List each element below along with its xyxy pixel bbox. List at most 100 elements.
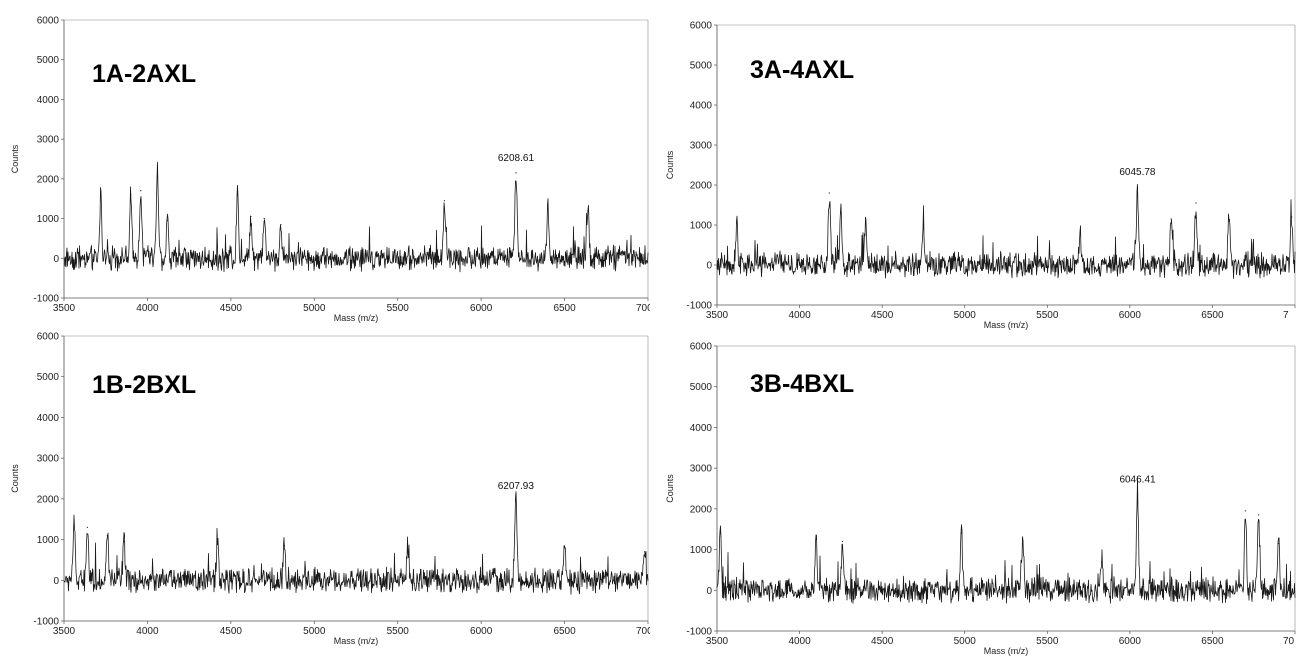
peak-point xyxy=(563,547,566,549)
peak-point xyxy=(1195,202,1197,204)
y-tick-label: 5000 xyxy=(37,55,60,66)
y-tick-label: 3000 xyxy=(37,454,60,465)
x-tick-label: 6500 xyxy=(553,303,576,314)
x-tick-label: 5000 xyxy=(954,310,977,321)
y-tick-label: 3000 xyxy=(690,464,713,475)
x-tick-label: 7000 xyxy=(636,303,650,314)
y-tick-label: 4000 xyxy=(690,101,713,112)
y-tick-label: 1000 xyxy=(37,535,60,546)
peak-point xyxy=(1277,542,1280,545)
peak-point xyxy=(515,500,517,502)
peak-point xyxy=(1021,538,1024,540)
peak-annotation: 6208.61 xyxy=(498,153,535,164)
peak-point xyxy=(1136,494,1139,496)
peak-point xyxy=(86,526,88,528)
spectrum-trace xyxy=(64,491,649,595)
peak-point xyxy=(515,172,517,174)
x-tick-label: 6000 xyxy=(470,626,493,637)
y-tick-label: 1000 xyxy=(690,221,713,232)
x-tick-label: 4500 xyxy=(871,310,894,321)
y-tick-label: 4000 xyxy=(37,413,60,424)
x-tick-label: 70 xyxy=(1283,636,1295,647)
x-tick-label: 5000 xyxy=(303,303,326,314)
x-tick-label: 6500 xyxy=(1201,636,1224,647)
mass-spectrum-chart: -1000 0 1000 2000 3000 4000 5000 6000 3500 4000 45… xyxy=(10,16,650,324)
y-tick-label: -1000 xyxy=(686,627,712,638)
x-tick-label: 5500 xyxy=(1036,310,1059,321)
peak-point xyxy=(1136,186,1139,188)
mass-spectrum-chart: -1000 0 1000 2000 3000 4000 5000 6000 3500 4000 45… xyxy=(10,332,650,647)
x-tick-label: 6500 xyxy=(553,626,576,637)
x-tick-label: 5500 xyxy=(1036,636,1059,647)
y-tick-label: 4000 xyxy=(37,95,60,106)
peak-point xyxy=(840,212,842,214)
y-tick-label: 4000 xyxy=(690,423,713,434)
panel-title: 1B-2BXL xyxy=(92,371,196,399)
spectrum-trace xyxy=(716,183,1296,279)
chart-panel: -1000 0 1000 2000 3000 4000 5000 6000 3500 4000 45… xyxy=(655,340,1297,657)
peak-point xyxy=(736,222,738,224)
y-axis-label: Counts xyxy=(665,150,675,179)
y-tick-label: 1000 xyxy=(37,214,60,225)
mass-spectrum-chart: -1000 0 1000 2000 3000 4000 5000 6000 3500 4000 45… xyxy=(665,342,1296,656)
peak-point xyxy=(263,217,265,220)
x-axis-label: Mass (m/z) xyxy=(334,313,379,323)
x-tick-label: 4500 xyxy=(871,636,894,647)
x-tick-label: 5000 xyxy=(303,626,326,637)
x-tick-label: 4500 xyxy=(220,626,243,637)
y-axis-label: Counts xyxy=(10,144,20,173)
peak-annotation: 6046.41 xyxy=(1119,475,1156,486)
x-tick-label: 6000 xyxy=(470,303,493,314)
y-tick-label: -1000 xyxy=(33,617,59,628)
peak-point xyxy=(841,540,844,543)
x-tick-label: 5500 xyxy=(387,626,410,637)
spectrum-trace xyxy=(63,161,649,273)
peak-point xyxy=(283,545,285,547)
chart-panel: -1000 0 1000 2000 3000 4000 5000 6000 3500 4000 45… xyxy=(655,0,1297,340)
peak-point xyxy=(1079,232,1081,234)
x-axis-label: Mass (m/z) xyxy=(984,646,1029,656)
x-tick-label: 3500 xyxy=(706,310,729,321)
peak-point xyxy=(280,223,282,226)
peak-point xyxy=(130,194,132,196)
mass-spectrum-chart: -1000 0 1000 2000 3000 4000 5000 6000 3500 4000 45… xyxy=(665,21,1296,330)
peak-point xyxy=(1258,514,1260,516)
x-tick-label: 4000 xyxy=(788,310,811,321)
peak-point xyxy=(443,200,446,202)
x-tick-label: 3500 xyxy=(53,626,76,637)
x-tick-label: 6000 xyxy=(1119,636,1142,647)
peak-point xyxy=(644,551,646,553)
peak-point xyxy=(166,219,169,222)
y-tick-label: 3000 xyxy=(37,135,60,146)
peak-annotation: 6207.93 xyxy=(498,481,535,492)
x-tick-label: 4500 xyxy=(220,303,243,314)
x-axis-label: Mass (m/z) xyxy=(334,636,379,646)
peak-point xyxy=(407,549,409,551)
peak-point xyxy=(1291,216,1293,218)
panel-title: 3B-4BXL xyxy=(750,370,854,398)
peak-point xyxy=(587,210,589,212)
y-tick-label: 0 xyxy=(53,254,59,265)
x-axis-label: Mass (m/z) xyxy=(984,320,1029,330)
peak-point xyxy=(719,532,721,534)
peak-point xyxy=(73,524,75,526)
y-tick-label: 5000 xyxy=(690,61,713,72)
peak-point xyxy=(960,532,963,534)
x-tick-label: 4000 xyxy=(136,626,159,637)
peak-point xyxy=(250,215,252,218)
y-tick-label: 0 xyxy=(706,586,712,597)
peak-point xyxy=(1228,220,1230,222)
peak-point xyxy=(100,196,102,198)
peak-point xyxy=(547,204,549,206)
peak-point xyxy=(156,166,159,168)
chart-panel: -1000 0 1000 2000 3000 4000 5000 6000 3500 4000 45… xyxy=(0,330,650,657)
peak-point xyxy=(815,538,817,540)
y-axis-label: Counts xyxy=(665,474,675,503)
peak-point xyxy=(1101,561,1103,563)
y-tick-label: 2000 xyxy=(690,504,713,515)
y-axis-label: Counts xyxy=(10,464,20,493)
y-tick-label: 6000 xyxy=(690,21,713,32)
x-tick-label: 7000 xyxy=(636,626,650,637)
x-tick-label: 5500 xyxy=(387,303,410,314)
y-tick-label: 0 xyxy=(706,261,712,272)
